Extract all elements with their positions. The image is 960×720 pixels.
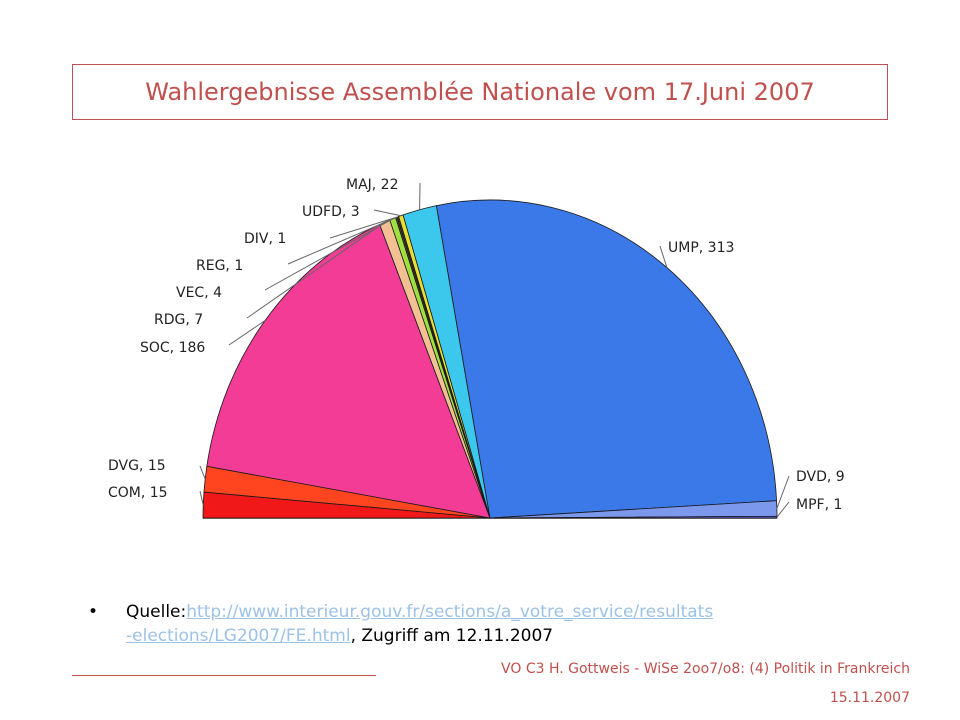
bullet: •	[88, 602, 99, 622]
slice-label-div: DIV, 1	[244, 231, 286, 247]
leader-line-div	[329, 216, 399, 239]
pie-slice-mpf	[489, 515, 778, 519]
pie-slice-ump	[435, 199, 777, 519]
source-url-line1: http://www.interieur.gouv.fr/sections/a_…	[186, 602, 714, 622]
slice-label-ump: UMP, 313	[668, 240, 734, 256]
footer-text: VO C3 H. Gottweis - WiSe 2oo7/o8: (4) Po…	[501, 661, 910, 677]
semicircle-pie-chart: COM, 15 DVG, 15 SOC, 186 RDG, 7 VEC, 4 REG, 1…	[108, 177, 845, 519]
leader-line-rdg	[246, 221, 385, 319]
title-box: Wahlergebnisse Assemblée Nationale vom 1…	[72, 64, 888, 120]
leader-line-ump	[659, 245, 668, 268]
leader-line-soc	[228, 320, 266, 346]
slice-label-com: COM, 15	[108, 485, 168, 501]
slice-label-dvd: DVD, 9	[796, 469, 845, 485]
slice-label-udfd: UDFD, 3	[302, 204, 360, 220]
leader-line-udfd	[373, 209, 402, 217]
leader-line-vec	[264, 218, 393, 291]
leader-line-dvd	[776, 475, 790, 509]
source-link[interactable]: http://www.interieur.gouv.fr/sections/a_…	[126, 602, 713, 646]
source-prefix: Quelle:	[126, 602, 187, 622]
slice-label-soc: SOC, 186	[140, 340, 205, 356]
source-suffix: , Zugriff am 12.11.2007	[350, 626, 554, 646]
source-text: Quelle:http://www.interieur.gouv.fr/sect…	[126, 600, 888, 648]
source-url-line2: -elections/LG2007/FE.html	[126, 626, 351, 646]
slice-label-rdg: RDG, 7	[154, 312, 203, 328]
leader-line-mpf	[776, 501, 790, 518]
leader-line-dvg	[199, 465, 206, 480]
page-title: Wahlergebnisse Assemblée Nationale vom 1…	[145, 78, 815, 106]
slice-label-mpf: MPF, 1	[796, 497, 842, 513]
leader-line-com	[199, 490, 204, 506]
slice-label-reg: REG, 1	[196, 258, 243, 274]
footer-divider	[72, 675, 376, 676]
leader-line-reg	[287, 216, 397, 265]
slice-label-dvg: DVG, 15	[108, 458, 166, 474]
footer-date: 15.11.2007	[829, 690, 910, 706]
source-note: • Quelle:http://www.interieur.gouv.fr/se…	[88, 600, 888, 648]
slice-label-vec: VEC, 4	[176, 285, 222, 301]
slice-label-maj: MAJ, 22	[346, 177, 399, 193]
